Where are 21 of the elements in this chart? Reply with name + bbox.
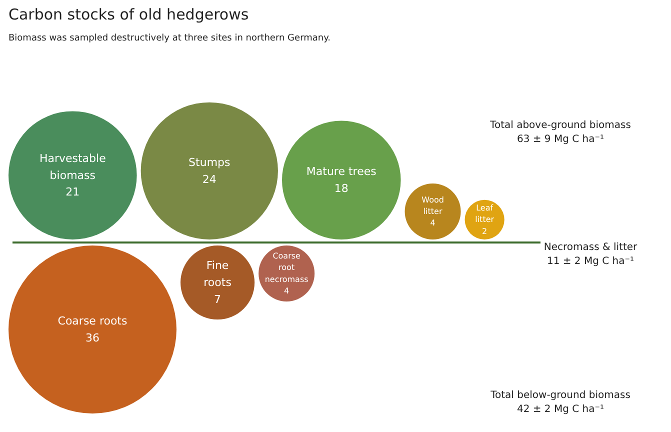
category-label: Harvestable biomass — [39, 152, 106, 182]
data-label: 2 — [482, 226, 488, 236]
text: Total below-ground biomass 42 ± 2 Mg C ha⁻¹ — [490, 390, 630, 416]
category-label: Coarse root necromass — [264, 251, 308, 284]
category-label: Coarse roots — [58, 314, 128, 328]
data-label: 18 — [334, 182, 348, 196]
data-label: 36 — [86, 331, 100, 344]
data-label: 21 — [66, 186, 80, 199]
category-label: Fine roots — [204, 259, 232, 290]
data-label: 24 — [202, 172, 216, 186]
category-label: Stumps — [188, 156, 231, 169]
text: Necromass & litter 11 ± 2 Mg C ha⁻¹ — [544, 242, 638, 268]
text: Carbon stocks of old hedgerows — [8, 6, 249, 24]
category-label: Leaf litter — [475, 204, 495, 224]
category-label: Wood litter — [422, 195, 444, 216]
data-label: 4 — [284, 286, 290, 296]
text: Total above-ground biomass 63 ± 9 Mg C ha⁻¹ — [489, 120, 631, 146]
data-label: 7 — [214, 292, 222, 306]
data-label: 4 — [430, 218, 436, 228]
text: Biomass was sampled destructively at three sites in northern Germany. — [8, 34, 331, 44]
category-label: Mature trees — [306, 165, 377, 178]
